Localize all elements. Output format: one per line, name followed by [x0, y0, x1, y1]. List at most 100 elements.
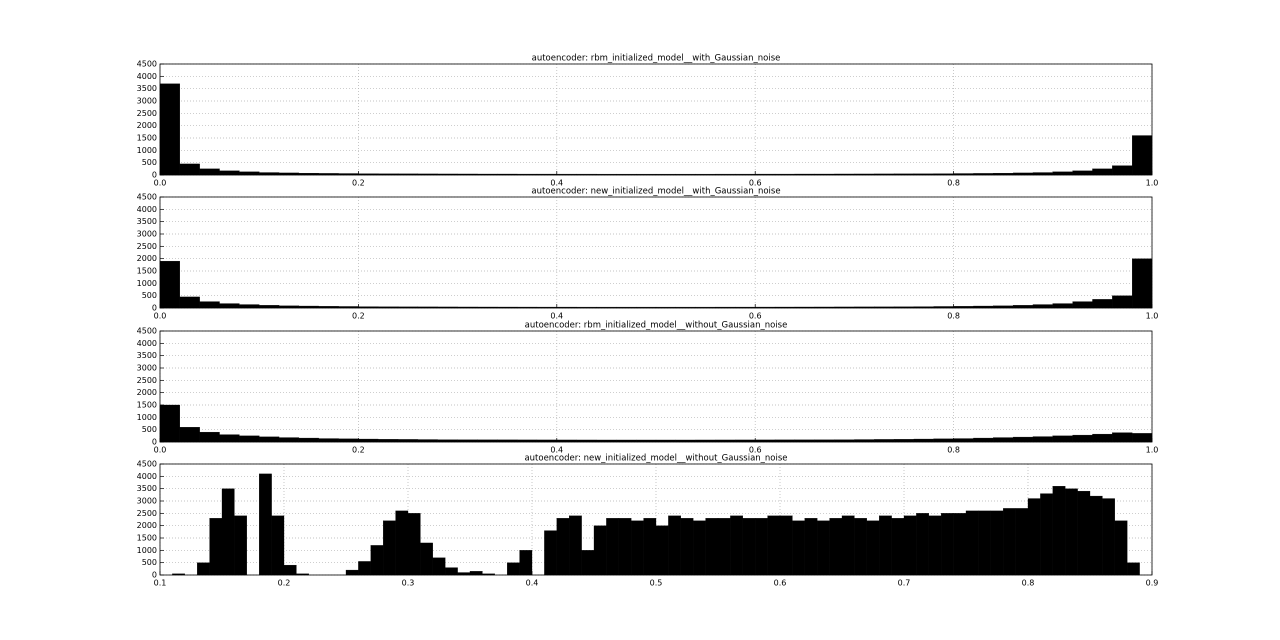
x-tick-label: 0.6: [749, 312, 762, 321]
bar: [655, 525, 669, 576]
bar: [197, 562, 210, 576]
y-tick-label: 3000: [137, 230, 157, 239]
x-tick-label: 0.8: [947, 312, 960, 321]
bar: [893, 439, 915, 443]
bar: [556, 518, 570, 576]
axes-frame: [159, 463, 1153, 576]
x-tick-label: 0.8: [1022, 579, 1035, 588]
x-tick-label: 0.4: [526, 579, 539, 588]
bar: [420, 542, 433, 576]
bar: [1072, 170, 1093, 176]
x-tick-label: 0.2: [278, 579, 291, 588]
bar: [318, 438, 339, 443]
x-tick-label: 0.0: [154, 179, 167, 188]
bar: [779, 515, 793, 576]
bar: [593, 525, 607, 576]
bar: [854, 518, 867, 576]
bar: [1112, 295, 1133, 309]
bar: [1065, 488, 1078, 576]
y-tick-label: 4000: [137, 72, 157, 81]
y-tick-label: 500: [142, 425, 157, 434]
y-tick-label: 3500: [137, 84, 157, 93]
bar: [973, 437, 994, 443]
bar: [1012, 305, 1034, 309]
bar: [338, 438, 359, 443]
x-tick-label: 0.1: [154, 579, 167, 588]
bar: [383, 520, 396, 576]
bar: [606, 518, 619, 576]
bar: [199, 168, 220, 176]
bar: [581, 550, 595, 576]
bar: [965, 510, 979, 576]
y-tick-label: 0: [152, 571, 157, 580]
y-tick-label: 2000: [137, 521, 157, 530]
x-tick-label: 1.0: [1146, 446, 1159, 455]
y-tick-label: 1000: [137, 279, 157, 288]
y-tick-label: 500: [142, 558, 157, 567]
bar: [179, 427, 200, 443]
y-tick-label: 1500: [137, 401, 157, 410]
x-tick-label: 1.0: [1146, 179, 1159, 188]
bar: [891, 518, 905, 576]
bar: [234, 515, 247, 576]
bar: [259, 305, 280, 309]
bar: [259, 473, 272, 576]
bar: [469, 571, 483, 576]
bar: [993, 437, 1014, 443]
bar: [680, 518, 694, 576]
bar: [978, 510, 991, 576]
bar: [1027, 498, 1041, 576]
y-tick-label: 3500: [137, 217, 157, 226]
bar: [179, 296, 200, 309]
y-tick-label: 0: [152, 304, 157, 313]
bar: [941, 513, 954, 576]
bar: [219, 170, 240, 176]
bar: [395, 510, 409, 576]
axes-frame: [159, 196, 1153, 309]
y-tick-label: 1000: [137, 146, 157, 155]
x-tick-label: 0.4: [550, 179, 563, 188]
bar: [1032, 304, 1053, 309]
bar: [916, 513, 929, 576]
bar: [1112, 432, 1133, 443]
bar: [913, 438, 934, 443]
bar: [1052, 435, 1073, 443]
bar: [1132, 433, 1153, 443]
bar: [817, 520, 830, 576]
bar: [1072, 301, 1093, 309]
bar: [903, 515, 917, 576]
y-tick-label: 3500: [137, 484, 157, 493]
bar: [1092, 168, 1113, 176]
x-tick-label: 1.0: [1146, 312, 1159, 321]
y-tick-label: 2000: [137, 388, 157, 397]
bar: [643, 518, 657, 576]
x-tick-label: 0.8: [947, 179, 960, 188]
bar: [953, 513, 967, 576]
bar: [221, 488, 235, 576]
bar: [792, 520, 805, 576]
bar: [519, 550, 533, 576]
bar: [1114, 520, 1128, 576]
bar: [1077, 490, 1091, 576]
bar: [1040, 493, 1053, 576]
y-tick-label: 2500: [137, 376, 157, 385]
y-tick-label: 0: [152, 438, 157, 447]
bar: [1132, 258, 1153, 309]
x-tick-label: 0.4: [550, 312, 563, 321]
bar: [879, 515, 892, 576]
bar: [445, 567, 458, 576]
bar: [866, 520, 880, 576]
bar: [1089, 495, 1103, 576]
bar: [159, 404, 180, 443]
bar: [239, 435, 260, 443]
bar: [618, 518, 632, 576]
bar: [432, 557, 446, 576]
y-tick-label: 500: [142, 291, 157, 300]
x-tick-label: 0.5: [650, 579, 663, 588]
y-tick-label: 1000: [137, 546, 157, 555]
x-tick-label: 0.9: [1146, 579, 1159, 588]
x-tick-label: 0.6: [749, 179, 762, 188]
bar: [829, 518, 843, 576]
bar: [1112, 165, 1133, 176]
